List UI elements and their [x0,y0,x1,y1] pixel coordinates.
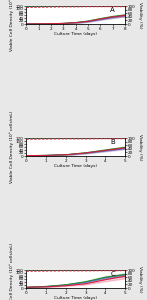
Text: A: A [110,7,115,13]
Y-axis label: Viable Cell Density (10⁶ cells/mL): Viable Cell Density (10⁶ cells/mL) [9,0,14,51]
Y-axis label: Viable Cell Density (10⁶ cells/mL): Viable Cell Density (10⁶ cells/mL) [9,243,14,300]
Text: C: C [110,271,115,277]
Y-axis label: Viability (%): Viability (%) [138,2,142,28]
Y-axis label: Viable Cell Density (10⁶ cells/mL): Viable Cell Density (10⁶ cells/mL) [9,111,14,183]
Y-axis label: Viability (%): Viability (%) [138,134,142,160]
Y-axis label: Viability (%): Viability (%) [138,266,142,292]
X-axis label: Culture Time (days): Culture Time (days) [54,296,97,300]
X-axis label: Culture Time (days): Culture Time (days) [54,164,97,168]
X-axis label: Culture Time (days): Culture Time (days) [54,32,97,36]
Text: B: B [110,139,115,145]
